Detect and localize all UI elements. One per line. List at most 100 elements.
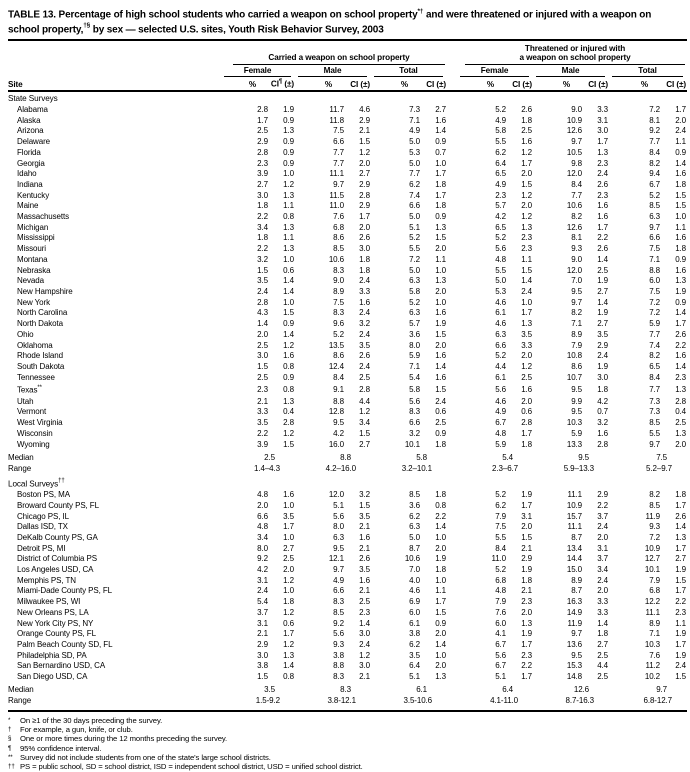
ci-value: 1.5 <box>359 500 370 510</box>
footnote-marker: †† <box>8 763 15 771</box>
ci-value: 2.0 <box>435 244 447 254</box>
ci-value: 0.9 <box>283 147 294 157</box>
table-row: Maine 1.8 1.1 11.0 2.9 6.6 1.8 5.7 2.0 10.6 1.6 8.5… <box>8 201 687 212</box>
column-gap <box>447 522 457 533</box>
ci-value: 1.3 <box>283 126 294 136</box>
title-divider <box>8 38 687 41</box>
ci-value: 1.7 <box>435 597 447 607</box>
ci-value: 1.9 <box>675 565 687 575</box>
column-gap <box>447 266 457 277</box>
percent-column-header: % <box>295 76 345 93</box>
percent-value: 10.1 <box>404 439 420 449</box>
ci-value: 2.9 <box>597 490 609 500</box>
percent-value: 6.0 <box>649 276 661 286</box>
ci-value: 1.0 <box>435 532 447 542</box>
percent-value: 8.0 <box>333 522 344 532</box>
ci-value: 2.0 <box>675 115 687 125</box>
percent-value: 3.5 <box>409 650 420 660</box>
column-gap <box>447 619 457 630</box>
ci-value: 1.0 <box>283 169 294 179</box>
ci-value: 1.1 <box>435 254 447 264</box>
percent-value: 11.9 <box>645 511 661 521</box>
ci-value: 1.8 <box>435 565 447 575</box>
column-gap <box>447 201 457 212</box>
site-name: Alaska <box>17 115 41 125</box>
site-name: Miami-Dade County PS, FL <box>17 586 112 596</box>
percent-value: 7.5 <box>495 522 507 532</box>
column-gap <box>447 212 457 223</box>
site-name: Nebraska <box>17 265 51 275</box>
ci-value: 1.4 <box>675 522 687 532</box>
percent-value: 8.5 <box>409 490 420 500</box>
range-value: 4.1-11.0 <box>457 696 534 712</box>
site-name: Detroit PS, MI <box>17 543 66 553</box>
percent-value: 5.8 <box>409 287 420 296</box>
ci-value: 1.8 <box>435 179 447 189</box>
percent-value: 6.1 <box>495 372 507 382</box>
percent-value: 11.1 <box>567 522 583 532</box>
percent-value: 9.7 <box>571 629 583 639</box>
column-gap <box>447 512 457 523</box>
percent-value: 12.6 <box>566 126 583 136</box>
percent-value: 2.0 <box>257 500 268 510</box>
percent-value: 7.1 <box>649 629 661 639</box>
ci-value: 1.0 <box>283 532 294 542</box>
percent-value: 4.9 <box>495 407 507 417</box>
ci-value: 1.7 <box>597 222 609 232</box>
ci-value: 0.6 <box>435 407 447 417</box>
percent-value: 4.6 <box>495 396 507 406</box>
site-name: Chicago PS, IL <box>17 511 69 521</box>
table-title: TABLE 13. Percentage of high school stud… <box>8 6 684 36</box>
range-value: 6.8-12.7 <box>609 696 688 712</box>
percent-value: 5.1 <box>409 222 420 232</box>
ci-value: 2.3 <box>521 233 533 243</box>
site-name: San Bernardino USD, CA <box>17 661 106 671</box>
percent-value: 11.0 <box>491 554 507 564</box>
median-value: 5.8 <box>416 452 428 462</box>
percent-value: 3.8 <box>333 650 344 660</box>
ci-value: 1.9 <box>597 361 609 371</box>
site-name: Maine <box>17 201 39 211</box>
ci-value: 1.5 <box>435 607 447 617</box>
column-gap <box>447 440 457 451</box>
threatened-male-header: Male <box>533 65 609 77</box>
percent-value: 3.7 <box>257 607 268 617</box>
ci-value: 1.6 <box>435 372 447 382</box>
table-row: Ohio 2.0 1.4 5.2 2.4 3.6 1.5 6.3 3.5 8.9 3.5 7.7 2.6 <box>8 330 687 341</box>
percent-value: 7.7 <box>649 384 661 394</box>
column-gap <box>447 223 457 234</box>
ci-value: 1.6 <box>675 351 687 361</box>
carried-female-header: Female <box>221 65 295 77</box>
ci-value: 1.6 <box>597 201 609 211</box>
ci-value: 3.5 <box>359 565 370 575</box>
percent-value: 5.6 <box>495 650 507 660</box>
ci-column-header: CI¶ (±) <box>269 76 295 93</box>
site-name: Palm Beach County SD, FL <box>17 639 113 649</box>
percent-value: 8.0 <box>409 340 420 350</box>
percent-value: 4.4 <box>495 361 507 371</box>
ci-value: 1.9 <box>521 490 533 500</box>
site-name: Broward County PS, FL <box>17 500 99 510</box>
ci-value: 1.8 <box>521 575 533 585</box>
percent-value: 4.9 <box>495 115 507 125</box>
column-gap <box>447 244 457 255</box>
percent-value: 8.5 <box>333 607 344 617</box>
table-row: Delaware 2.9 0.9 6.6 1.5 5.0 0.9 5.5 1.6 9.7 1.7 7.… <box>8 137 687 148</box>
ci-value: 1.7 <box>675 586 687 596</box>
percent-value: 4.9 <box>409 126 420 136</box>
column-gap <box>447 126 457 137</box>
percent-value: 6.3 <box>409 276 420 286</box>
percent-value: 2.4 <box>257 287 268 296</box>
ci-value: 1.1 <box>435 586 447 596</box>
percent-value: 13.3 <box>566 439 583 449</box>
ci-value: 3.5 <box>521 329 533 339</box>
percent-value: 5.3 <box>409 147 420 157</box>
percent-value: 6.9 <box>409 597 420 607</box>
site-header-spacer <box>8 41 221 65</box>
column-gap <box>447 501 457 512</box>
site-name: Georgia <box>17 158 45 168</box>
title-text-2: and were threatened or injured with a we… <box>8 9 652 36</box>
column-gap <box>447 148 457 159</box>
ci-value: 0.6 <box>283 618 294 628</box>
ci-value: 1.3 <box>283 244 294 254</box>
